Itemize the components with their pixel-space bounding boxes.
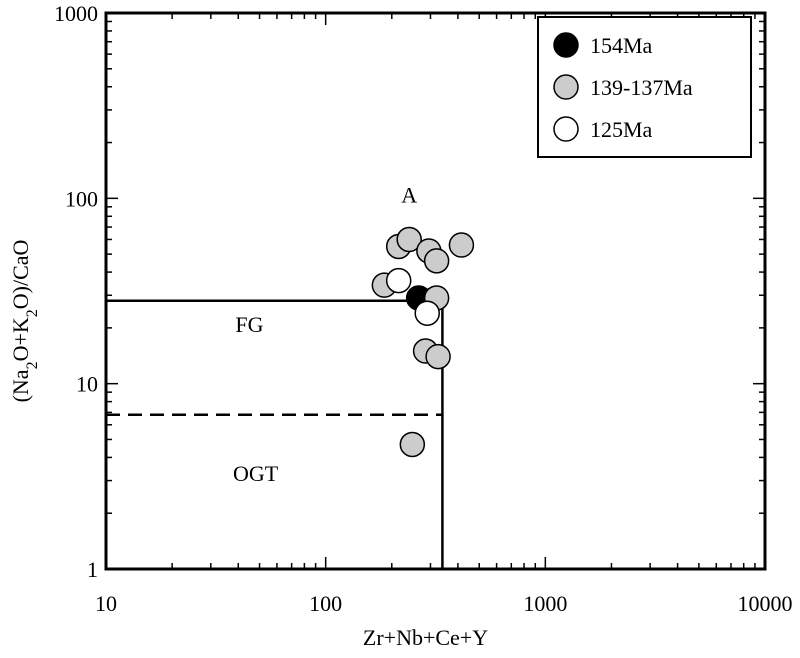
region-labels: A FG OGT — [233, 182, 417, 485]
y-title-part-3: O)/CaO — [8, 240, 33, 310]
plot-frame — [104, 11, 767, 571]
x-tick-label: 1000 — [523, 591, 567, 616]
y-title-part-2: O+K — [8, 317, 33, 361]
legend-label: 139-137Ma — [590, 75, 693, 100]
y-title-sub-2: 2 — [24, 309, 41, 317]
data-point — [425, 343, 451, 370]
y-title-sub-1: 2 — [24, 361, 41, 369]
x-tick-label: 100 — [309, 591, 342, 616]
region-label: FG — [235, 312, 263, 337]
data-point — [399, 431, 426, 458]
x-tick-label: 10000 — [738, 591, 793, 616]
region-label: A — [401, 182, 417, 207]
data-point — [414, 300, 440, 326]
x-axis-title: Zr+Nb+Ce+Y — [363, 625, 488, 650]
data-point — [423, 248, 450, 274]
y-axis-title: (Na2O+K2O)/CaO — [8, 240, 41, 403]
data-point — [396, 226, 422, 253]
tick-labels: 10 100 1000 10000 1 10 100 1000 — [54, 1, 793, 616]
data-point — [448, 232, 475, 258]
data-point — [385, 267, 412, 294]
legend-marker — [553, 32, 579, 58]
axis-ticks — [106, 13, 765, 569]
legend-marker — [553, 74, 579, 100]
y-tick-label: 10 — [76, 372, 98, 397]
y-title-part-1: (Na — [8, 369, 33, 402]
region-label: OGT — [233, 461, 279, 486]
y-tick-label: 1000 — [54, 1, 98, 26]
region-boundaries — [106, 299, 444, 569]
legend-marker — [553, 116, 579, 142]
legend-label: 154Ma — [590, 33, 653, 58]
y-tick-label: 1 — [87, 557, 98, 582]
data-points — [371, 226, 475, 458]
y-tick-label: 100 — [65, 186, 98, 211]
legend: 154Ma 139-137Ma 125Ma — [537, 16, 752, 158]
x-tick-label: 10 — [95, 591, 117, 616]
legend-label: 125Ma — [590, 117, 653, 142]
